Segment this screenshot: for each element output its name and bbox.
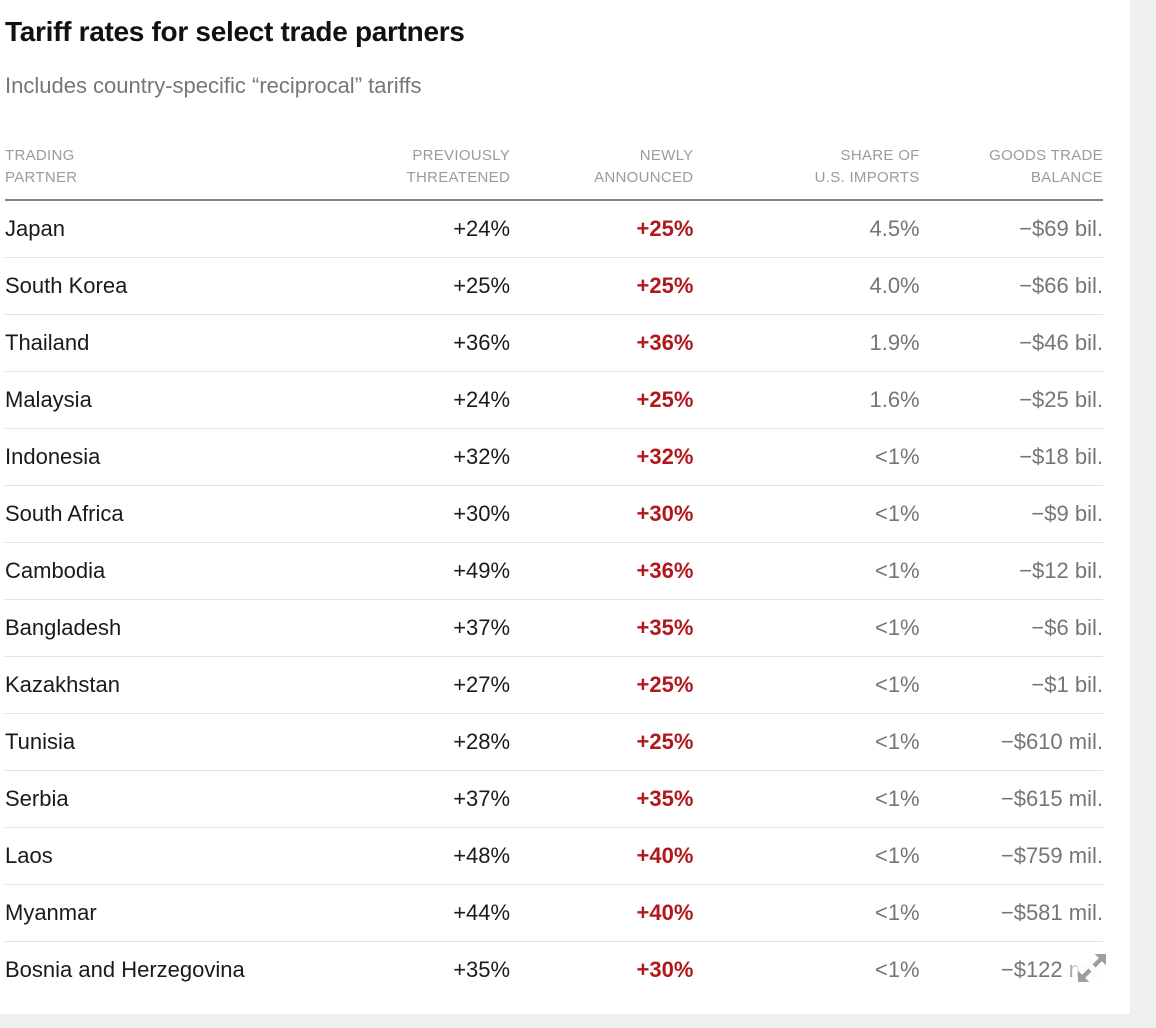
trade-balance-cell: −$6 bil. [1031, 614, 1103, 640]
previously-threatened-cell: +27% [453, 671, 511, 697]
partner-cell: Serbia [5, 785, 69, 811]
trade-balance-cell: −$759 mil. [1000, 842, 1103, 868]
share-imports-cell: 1.6% [869, 386, 920, 412]
partner-cell: Japan [5, 215, 65, 241]
newly-announced-cell: +32% [636, 443, 694, 469]
partner-cell: Indonesia [5, 443, 101, 469]
share-imports-cell: 4.5% [869, 215, 920, 241]
newly-announced-cell: +35% [636, 614, 694, 640]
trade-balance-cell: −$12 bil. [1019, 557, 1103, 583]
partner-cell: Laos [5, 842, 53, 868]
previously-threatened-cell: +37% [453, 614, 511, 640]
trade-balance-cell: −$9 bil. [1031, 500, 1103, 526]
figure-content: Tariff rates for select trade partners I… [0, 0, 1130, 1014]
column-header-share-of-us-imports: SHARE OF U.S. IMPORTS [814, 147, 920, 186]
newly-announced-cell: +35% [636, 785, 694, 811]
table-row: Tunisia +28% +25% <1% −$610 mil. [5, 714, 1103, 771]
previously-threatened-cell: +28% [453, 728, 511, 754]
newly-announced-cell: +25% [636, 728, 694, 754]
share-imports-cell: <1% [874, 500, 920, 526]
expand-icon[interactable] [1066, 942, 1118, 994]
column-header-trading-partner: TRADING PARTNER [5, 147, 78, 186]
table-row: Laos +48% +40% <1% −$759 mil. [5, 828, 1103, 885]
share-imports-cell: 1.9% [869, 329, 920, 355]
table-row: Kazakhstan +27% +25% <1% −$1 bil. [5, 657, 1103, 714]
previously-threatened-cell: +24% [453, 386, 511, 412]
previously-threatened-cell: +44% [453, 899, 511, 925]
newly-announced-cell: +25% [636, 215, 694, 241]
newly-announced-cell: +25% [636, 671, 694, 697]
previously-threatened-cell: +35% [453, 957, 511, 983]
newly-announced-cell: +30% [636, 500, 694, 526]
trade-balance-cell: −$610 mil. [1000, 728, 1103, 754]
share-imports-cell: <1% [874, 614, 920, 640]
previously-threatened-cell: +49% [453, 557, 511, 583]
trade-balance-cell: −$615 mil. [1000, 785, 1103, 811]
table-row: Thailand +36% +36% 1.9% −$46 bil. [5, 315, 1103, 372]
table-row: South Africa +30% +30% <1% −$9 bil. [5, 486, 1103, 543]
trade-balance-cell: −$69 bil. [1019, 215, 1103, 241]
share-imports-cell: <1% [874, 842, 920, 868]
newly-announced-cell: +40% [636, 842, 694, 868]
share-imports-cell: 4.0% [869, 272, 920, 298]
column-header-goods-trade-balance: GOODS TRADE BALANCE [989, 147, 1103, 186]
table-row: Japan +24% +25% 4.5% −$69 bil. [5, 201, 1103, 258]
newly-announced-cell: +30% [636, 957, 694, 983]
table-body: Japan +24% +25% 4.5% −$69 bil. South Kor… [5, 201, 1103, 999]
page-title: Tariff rates for select trade partners [5, 16, 465, 47]
share-imports-cell: <1% [874, 957, 920, 983]
table-row: Indonesia +32% +32% <1% −$18 bil. [5, 429, 1103, 486]
table-row: Cambodia +49% +36% <1% −$12 bil. [5, 543, 1103, 600]
partner-cell: Bangladesh [5, 614, 122, 640]
table-header-row: TRADING PARTNER PREVIOUSLY THREATENED NE… [5, 145, 1103, 201]
share-imports-cell: <1% [874, 785, 920, 811]
previously-threatened-cell: +48% [453, 842, 511, 868]
trade-balance-cell: −$18 bil. [1019, 443, 1103, 469]
trade-balance-cell: −$581 mil. [1000, 899, 1103, 925]
partner-cell: Myanmar [5, 899, 97, 925]
previously-threatened-cell: +25% [453, 272, 511, 298]
partner-cell: Tunisia [5, 728, 76, 754]
share-imports-cell: <1% [874, 557, 920, 583]
trade-balance-cell: −$66 bil. [1019, 272, 1103, 298]
previously-threatened-cell: +32% [453, 443, 511, 469]
newly-announced-cell: +36% [636, 329, 694, 355]
partner-cell: South Korea [5, 272, 128, 298]
newly-announced-cell: +40% [636, 899, 694, 925]
newly-announced-cell: +25% [636, 386, 694, 412]
share-imports-cell: <1% [874, 443, 920, 469]
newly-announced-cell: +25% [636, 272, 694, 298]
table-row: Bosnia and Herzegovina +35% +30% <1% −$1… [5, 942, 1103, 999]
partner-cell: Cambodia [5, 557, 106, 583]
trade-balance-cell: −$25 bil. [1019, 386, 1103, 412]
partner-cell: Malaysia [5, 386, 92, 412]
table-row: Bangladesh +37% +35% <1% −$6 bil. [5, 600, 1103, 657]
share-imports-cell: <1% [874, 899, 920, 925]
partner-cell: Bosnia and Herzegovina [5, 957, 245, 983]
trade-balance-cell: −$1 bil. [1031, 671, 1103, 697]
table-row: South Korea +25% +25% 4.0% −$66 bil. [5, 258, 1103, 315]
partner-cell: Kazakhstan [5, 671, 120, 697]
table-row: Serbia +37% +35% <1% −$615 mil. [5, 771, 1103, 828]
partner-cell: Thailand [5, 329, 90, 355]
previously-threatened-cell: +30% [453, 500, 511, 526]
share-imports-cell: <1% [874, 728, 920, 754]
tariff-table: TRADING PARTNER PREVIOUSLY THREATENED NE… [5, 145, 1103, 999]
table-row: Malaysia +24% +25% 1.6% −$25 bil. [5, 372, 1103, 429]
column-header-newly-announced: NEWLY ANNOUNCED [594, 147, 694, 186]
trade-balance-cell: −$46 bil. [1019, 329, 1103, 355]
table-row: Myanmar +44% +40% <1% −$581 mil. [5, 885, 1103, 942]
newly-announced-cell: +36% [636, 557, 694, 583]
page-subtitle: Includes country-specific “reciprocal” t… [5, 72, 422, 98]
previously-threatened-cell: +37% [453, 785, 511, 811]
partner-cell: South Africa [5, 500, 124, 526]
previously-threatened-cell: +24% [453, 215, 511, 241]
column-header-previously-threatened: PREVIOUSLY THREATENED [406, 147, 511, 186]
previously-threatened-cell: +36% [453, 329, 511, 355]
share-imports-cell: <1% [874, 671, 920, 697]
